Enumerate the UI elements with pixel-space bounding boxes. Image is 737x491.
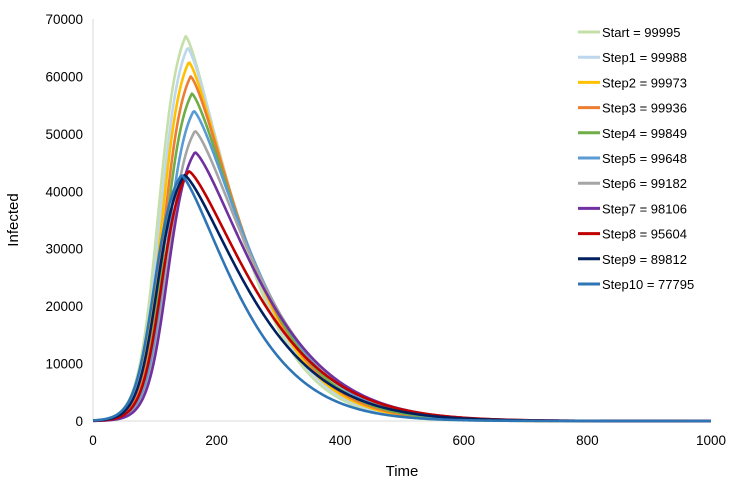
legend-label: Step8 = 95604	[602, 227, 687, 242]
y-tick-label: 20000	[45, 299, 83, 314]
y-tick-label: 50000	[45, 127, 83, 142]
series-line-10	[92, 174, 712, 423]
legend: Start = 99995 Step1 = 99988 Step2 = 99973 S…	[578, 25, 694, 292]
legend-label: Step7 = 98106	[602, 201, 687, 216]
x-tick-label: 1000	[696, 433, 726, 448]
x-tick-label: 200	[205, 433, 228, 448]
legend-label: Step9 = 89812	[602, 252, 687, 267]
legend-label: Step5 = 99648	[602, 151, 687, 166]
x-tick-labels: 0 200 400 600 800 1000	[89, 433, 726, 448]
y-tick-label: 0	[75, 414, 83, 429]
y-axis-title: Infected	[5, 193, 22, 246]
y-tick-label: 10000	[45, 357, 83, 372]
y-tick-labels: 0 10000 20000 30000 40000 50000 60000 70000	[45, 12, 83, 429]
series-line-2	[92, 61, 712, 423]
x-tick-label: 800	[576, 433, 599, 448]
x-tick-label: 600	[453, 433, 476, 448]
legend-label: Step10 = 77795	[602, 277, 694, 292]
x-tick-label: 0	[89, 433, 97, 448]
legend-label: Step1 = 99988	[602, 50, 687, 65]
x-axis-title: Time	[386, 463, 419, 480]
legend-label: Step4 = 99849	[602, 126, 687, 141]
y-tick-label: 30000	[45, 242, 83, 257]
y-tick-label: 70000	[45, 12, 83, 27]
y-tick-label: 60000	[45, 69, 83, 84]
legend-label: Step3 = 99936	[602, 101, 687, 116]
series-lines	[92, 34, 712, 423]
legend-label: Step2 = 99973	[602, 75, 687, 90]
y-tick-label: 40000	[45, 184, 83, 199]
x-tick-label: 400	[329, 433, 352, 448]
legend-label: Start = 99995	[602, 25, 680, 40]
legend-label: Step6 = 99182	[602, 176, 687, 191]
